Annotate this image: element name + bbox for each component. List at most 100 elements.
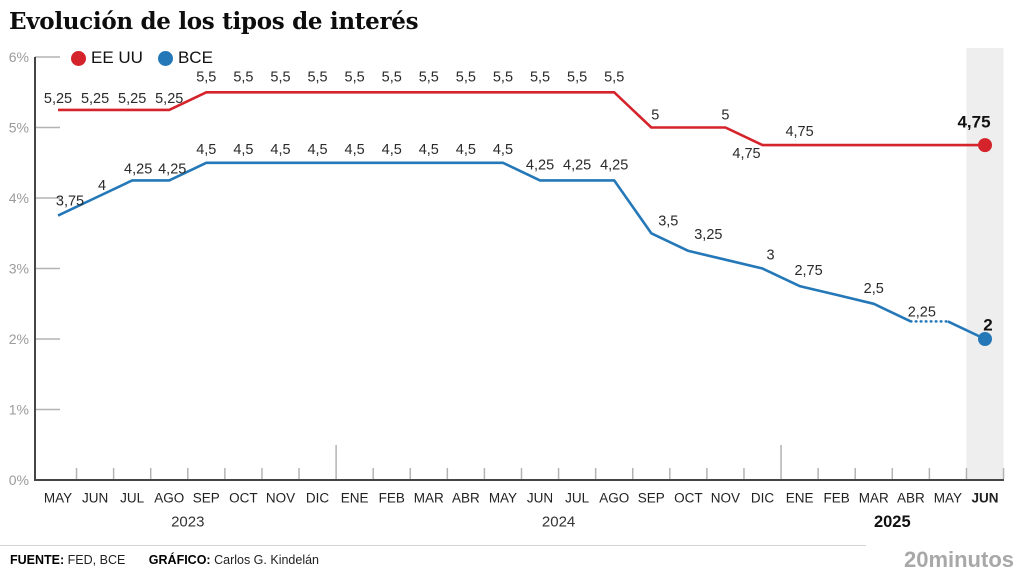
credit-label: GRÁFICO:: [148, 553, 211, 567]
data-label: 5,5: [196, 69, 216, 85]
data-label: 5,5: [382, 69, 402, 85]
data-label: 4,5: [270, 142, 290, 158]
data-label: 2,75: [794, 263, 822, 279]
data-label: 2,5: [864, 281, 884, 297]
legend-label: EE UU: [91, 48, 143, 67]
data-label: 5,5: [604, 69, 624, 85]
x-month-label: OCT: [229, 491, 258, 506]
x-month-label: NOV: [266, 491, 295, 506]
x-month-label: ABR: [897, 491, 925, 506]
data-label: 5,25: [118, 91, 146, 107]
y-tick-label: 0%: [9, 472, 29, 488]
source-label: FUENTE:: [10, 553, 65, 567]
credit-text: Carlos G. Kindelán: [214, 553, 320, 567]
data-label: 4,25: [158, 161, 186, 177]
data-label: 3,25: [694, 227, 722, 243]
data-label: 4,25: [600, 157, 628, 173]
data-label: 4,5: [233, 142, 253, 158]
data-label: 3: [766, 248, 774, 264]
legend-item-bce: BCE: [157, 48, 213, 68]
x-month-label: JUN: [527, 491, 553, 506]
x-month-label: SEP: [193, 491, 220, 506]
x-month-label: JUL: [565, 491, 589, 506]
x-month-label: AGO: [154, 491, 184, 506]
x-month-label: MAR: [859, 491, 889, 506]
x-month-label: MAY: [934, 491, 962, 506]
x-month-label: OCT: [674, 491, 703, 506]
data-label: 4,75: [957, 113, 990, 132]
x-year-label: 2023: [171, 514, 204, 531]
data-label: 4,75: [785, 124, 813, 140]
series-line-ee-uu-end-dot: [978, 138, 992, 153]
data-label: 4,5: [382, 142, 402, 158]
data-label: 3,5: [658, 213, 678, 229]
data-label: 4,25: [526, 157, 554, 173]
data-label: 5,5: [567, 69, 587, 85]
data-label: 2,25: [908, 304, 936, 320]
chart-title: Evolución de los tipos de interés: [9, 8, 419, 35]
x-month-label: AGO: [599, 491, 629, 506]
x-month-label: JUL: [120, 491, 144, 506]
x-month-label: DIC: [751, 491, 775, 506]
data-label: 4: [98, 178, 106, 194]
data-label: 5: [721, 108, 729, 124]
series-line-ee-uu: [58, 91, 985, 147]
x-month-label: ENE: [786, 491, 814, 506]
data-label: 4,5: [345, 142, 365, 158]
x-month-label: JUN: [82, 491, 108, 506]
y-tick-label: 6%: [9, 49, 29, 65]
data-label: 5,5: [233, 69, 253, 85]
x-month-label: ENE: [341, 491, 369, 506]
x-month-label: MAY: [44, 491, 72, 506]
x-year-label: 2025: [874, 513, 911, 531]
x-year-label: 2024: [542, 514, 575, 531]
source-text: FED, BCE: [67, 553, 126, 567]
data-label: 5,5: [456, 69, 476, 85]
x-month-label: ABR: [452, 491, 480, 506]
data-label: 4,5: [419, 142, 439, 158]
data-label: 5,5: [530, 69, 550, 85]
data-label: 4,5: [456, 142, 476, 158]
data-label: 5,25: [81, 91, 109, 107]
brand-logo: 20minutos: [903, 547, 1014, 572]
data-label: 4,5: [307, 142, 327, 158]
data-label: 4,5: [493, 142, 513, 158]
x-month-label: FEB: [379, 491, 405, 506]
data-label: 4,5: [196, 142, 216, 158]
data-label: 4,25: [563, 157, 591, 173]
data-label: 3,75: [56, 194, 84, 210]
legend-dot: [71, 50, 86, 66]
highlight-current-month-band: [966, 48, 1004, 480]
x-month-label: SEP: [638, 491, 665, 506]
series-line-bce: [57, 161, 912, 323]
footer-credits: FUENTE: FED, BCE GRÁFICO: Carlos G. Kind…: [10, 553, 319, 567]
y-tick-label: 3%: [9, 261, 29, 277]
data-label: 5,5: [307, 69, 327, 85]
y-tick-label: 4%: [9, 190, 29, 206]
data-label: 4,25: [124, 161, 152, 177]
y-tick-label: 2%: [9, 331, 29, 347]
data-label: 5,5: [345, 69, 365, 85]
chart-legend: EE UU BCE: [71, 48, 213, 68]
x-month-label: JUN: [971, 491, 998, 506]
data-label: 5,5: [270, 69, 290, 85]
y-tick-label: 5%: [9, 120, 29, 136]
x-month-label: NOV: [711, 491, 740, 506]
series-line-bce-end-dot: [978, 332, 992, 346]
data-label: 5,5: [493, 69, 513, 85]
x-month-label: FEB: [824, 491, 850, 506]
data-label: 4,75: [732, 146, 760, 162]
data-label: 2: [983, 316, 992, 335]
x-month-label: MAR: [414, 491, 444, 506]
y-tick-label: 1%: [9, 402, 29, 418]
x-month-label: DIC: [306, 491, 330, 506]
data-label: 5,25: [155, 91, 183, 107]
footer-divider: [0, 545, 866, 546]
legend-dot: [157, 50, 173, 66]
data-label: 5,5: [419, 69, 439, 85]
x-month-label: MAY: [489, 491, 517, 506]
data-label: 5: [651, 108, 659, 124]
legend-label: BCE: [177, 48, 213, 67]
